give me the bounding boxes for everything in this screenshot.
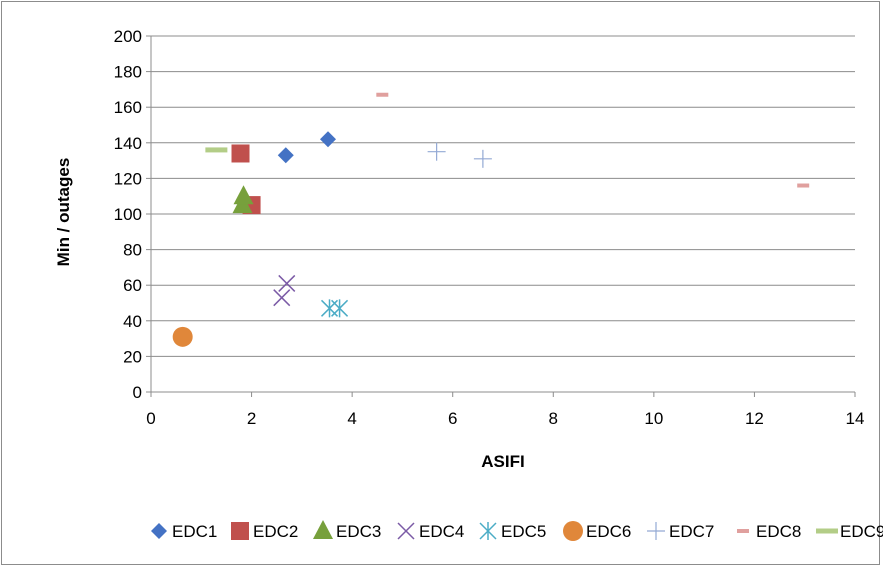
data-point-edc4 bbox=[278, 274, 296, 292]
data-point-edc6 bbox=[172, 326, 193, 347]
data-point-edc4 bbox=[273, 289, 291, 307]
data-points bbox=[172, 92, 810, 347]
data-point-edc5 bbox=[331, 299, 349, 318]
data-point-edc9 bbox=[205, 147, 228, 153]
x-tick-label: 4 bbox=[347, 409, 356, 428]
y-tick-label: 100 bbox=[114, 205, 142, 224]
marker-stroke bbox=[273, 289, 291, 307]
y-tick-label: 180 bbox=[114, 63, 142, 82]
marker-shape bbox=[277, 147, 294, 164]
data-point-edc1 bbox=[277, 147, 294, 164]
legend: EDC1 EDC2 EDC3 EDC4 EDC5 EDC6 EDC7 EDC8 EDC9 bbox=[151, 520, 883, 541]
data-point-edc5 bbox=[320, 299, 339, 318]
y-tick-label: 140 bbox=[114, 134, 142, 153]
x-tick-labels: 0 2 4 6 8 10 12 14 bbox=[146, 409, 864, 428]
marker-shape bbox=[205, 147, 228, 153]
x-tick-label: 12 bbox=[745, 409, 764, 428]
y-tick-label: 20 bbox=[123, 347, 142, 366]
legend-entry-edc2: EDC2 bbox=[231, 522, 298, 541]
y-tick-label: 0 bbox=[133, 383, 142, 402]
marker-shape bbox=[313, 520, 333, 539]
marker-shape bbox=[797, 183, 810, 188]
legend-label: EDC8 bbox=[756, 522, 801, 541]
legend-marker bbox=[397, 522, 415, 540]
data-point-edc3 bbox=[233, 185, 254, 205]
legend-entry-edc7: EDC7 bbox=[647, 522, 714, 541]
marker-stroke bbox=[278, 274, 296, 292]
legend-entry-edc9: EDC9 bbox=[816, 522, 883, 541]
marker-shape bbox=[376, 92, 389, 97]
legend-label: EDC2 bbox=[253, 522, 298, 541]
marker-shape bbox=[231, 522, 249, 540]
legend-marker bbox=[563, 521, 583, 541]
legend-label: EDC6 bbox=[586, 522, 631, 541]
legend-marker bbox=[231, 522, 249, 540]
legend-marker bbox=[151, 523, 167, 539]
marker-shape bbox=[320, 131, 337, 148]
legend-label: EDC9 bbox=[840, 522, 883, 541]
legend-entry-edc3: EDC3 bbox=[313, 520, 381, 541]
marker-shape bbox=[563, 521, 583, 541]
x-axis-title: ASIFI bbox=[481, 452, 524, 471]
legend-marker bbox=[816, 528, 838, 534]
legend-entry-edc1: EDC1 bbox=[151, 522, 217, 541]
legend-label: EDC4 bbox=[419, 522, 464, 541]
marker-shape bbox=[172, 326, 193, 347]
y-tick-label: 60 bbox=[123, 276, 142, 295]
legend-marker bbox=[737, 529, 749, 533]
y-tick-label: 200 bbox=[114, 27, 142, 46]
legend-label: EDC5 bbox=[501, 522, 546, 541]
y-tick-label: 160 bbox=[114, 98, 142, 117]
y-tick-label: 80 bbox=[123, 241, 142, 260]
x-tick-label: 10 bbox=[644, 409, 663, 428]
data-point-edc1 bbox=[320, 131, 337, 148]
marker-shape bbox=[816, 528, 838, 534]
legend-entry-edc8: EDC8 bbox=[737, 522, 801, 541]
marker-shape bbox=[233, 185, 254, 205]
x-tick-label: 8 bbox=[549, 409, 558, 428]
data-point-edc7 bbox=[473, 149, 492, 168]
y-tick-label: 120 bbox=[114, 169, 142, 188]
marker-shape bbox=[231, 144, 250, 163]
legend-marker bbox=[479, 522, 497, 540]
legend-marker bbox=[313, 520, 333, 539]
data-point-edc2 bbox=[231, 144, 250, 163]
legend-label: EDC3 bbox=[336, 522, 381, 541]
y-tick-labels: 0 20 40 60 80 100 120 140 160 180 200 bbox=[114, 27, 142, 402]
data-point-edc8 bbox=[797, 183, 810, 188]
legend-entry-edc5: EDC5 bbox=[479, 522, 546, 541]
legend-label: EDC1 bbox=[172, 522, 217, 541]
marker-shape bbox=[151, 523, 167, 539]
x-tick-label: 6 bbox=[448, 409, 457, 428]
y-tick-label: 40 bbox=[123, 312, 142, 331]
data-point-edc7 bbox=[427, 142, 446, 161]
y-axis-title: Min / outages bbox=[54, 158, 73, 267]
gridlines bbox=[151, 35, 855, 357]
data-point-edc8 bbox=[376, 92, 389, 97]
marker-stroke bbox=[397, 522, 415, 540]
axes bbox=[146, 35, 856, 397]
legend-entry-edc4: EDC4 bbox=[397, 522, 464, 541]
x-tick-label: 0 bbox=[146, 409, 155, 428]
x-tick-label: 2 bbox=[247, 409, 256, 428]
x-tick-label: 14 bbox=[846, 409, 865, 428]
legend-entry-edc6: EDC6 bbox=[563, 521, 631, 541]
marker-shape bbox=[737, 529, 749, 533]
legend-marker bbox=[647, 522, 665, 540]
legend-label: EDC7 bbox=[669, 522, 714, 541]
